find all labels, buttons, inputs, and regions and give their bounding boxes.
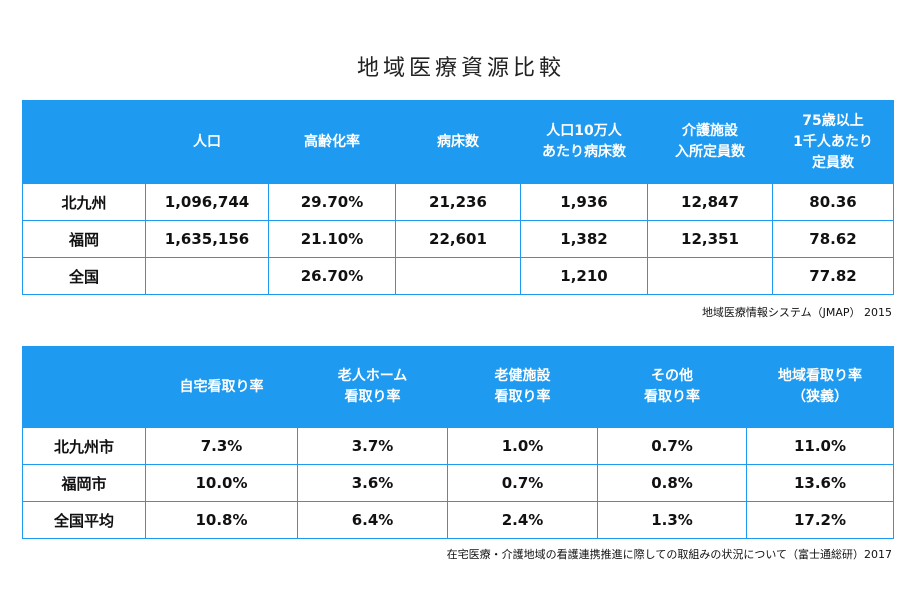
header-text: 看取り率 [344,389,401,405]
data-row: 福岡 1,635,156 21.10% 22,601 1,382 12,351 78.62 [22,220,894,258]
data-cell [647,257,773,295]
header-text: 看取り率 [494,389,551,405]
header-text: あたり病床数 [542,144,626,160]
header-cell: 地域看取り率 （狭義） [746,346,894,428]
header-cell: 老健施設 看取り率 [447,346,598,428]
data-cell: 77.82 [772,257,894,295]
data-cell: 10.8% [145,501,298,539]
header-cell: 介護施設 入所定員数 [647,100,773,184]
row-label: 北九州市 [22,427,146,465]
data-cell: 1,210 [520,257,648,295]
data-cell: 0.7% [597,427,747,465]
data-table: 人口 高齢化率 病床数 人口10万人 あたり病床数 介護施設 入所定員数 75歳以上 1千人あた… [22,100,894,295]
row-label: 福岡 [22,220,146,258]
data-cell: 3.6% [297,464,448,502]
header-text: 老健施設 [494,368,551,384]
header-cell: 自宅看取り率 [145,346,298,428]
header-text: 老人ホーム [337,368,408,384]
data-cell: 12,847 [647,183,773,221]
data-cell: 17.2% [746,501,894,539]
row-label: 福岡市 [22,464,146,502]
data-table: 自宅看取り率 老人ホーム 看取り率 老健施設 看取り率 その他 看取り率 地域看取り率 （狭義）… [22,346,894,539]
header-row: 人口 高齢化率 病床数 人口10万人 あたり病床数 介護施設 入所定員数 75歳以上 1千人あた… [22,100,894,184]
header-cell: 老人ホーム 看取り率 [297,346,448,428]
header-text: その他 [651,368,693,384]
row-label: 全国平均 [22,501,146,539]
header-cell: その他 看取り率 [597,346,747,428]
header-cell: 病床数 [395,100,521,184]
source-note: 地域医療情報システム（JMAP） 2015 [701,306,892,319]
data-cell: 1,635,156 [145,220,269,258]
data-cell: 6.4% [297,501,448,539]
header-text: （狭義） [792,389,848,405]
data-cell: 3.7% [297,427,448,465]
data-cell: 21.10% [268,220,396,258]
header-text: 75歳以上 [802,112,864,129]
header-cell: 75歳以上 1千人あたり 定員数 [772,100,894,184]
data-cell: 21,236 [395,183,521,221]
data-row: 福岡市 10.0% 3.6% 0.7% 0.8% 13.6% [22,464,894,502]
data-cell: 1.3% [597,501,747,539]
header-text: 看取り率 [644,389,700,405]
header-text: 定員数 [812,154,854,171]
header-row: 自宅看取り率 老人ホーム 看取り率 老健施設 看取り率 その他 看取り率 地域看取り率 （狭義） [22,346,894,428]
data-cell: 29.70% [268,183,396,221]
header-text: 人口10万人 [546,123,622,139]
data-row: 全国 26.70% 1,210 77.82 [22,257,894,295]
data-cell: 1,382 [520,220,648,258]
header-text: 高齢化率 [304,133,360,150]
data-cell: 2.4% [447,501,598,539]
header-text: 病床数 [437,133,479,150]
header-cell [22,100,146,184]
data-cell: 0.8% [597,464,747,502]
data-cell: 13.6% [746,464,894,502]
source-note: 在宅医療・介護地域の看護連携推進に際しての取組みの状況について（富士通総研）20… [446,548,892,561]
data-cell: 12,351 [647,220,773,258]
header-cell: 高齢化率 [268,100,396,184]
data-cell: 11.0% [746,427,894,465]
data-cell [395,257,521,295]
data-cell: 80.36 [772,183,894,221]
header-text: 人口 [193,133,221,150]
data-row: 北九州市 7.3% 3.7% 1.0% 0.7% 11.0% [22,427,894,465]
header-cell [22,346,146,428]
data-cell: 0.7% [447,464,598,502]
header-text: 1千人あたり [793,133,873,150]
data-row: 北九州 1,096,744 29.70% 21,236 1,936 12,847 80.36 [22,183,894,221]
header-cell: 人口 [145,100,269,184]
data-cell [145,257,269,295]
data-cell: 78.62 [772,220,894,258]
header-cell: 人口10万人 あたり病床数 [520,100,648,184]
header-text: 自宅看取り率 [179,378,264,395]
data-cell: 26.70% [268,257,396,295]
data-cell: 1.0% [447,427,598,465]
page-title: 地域医療資源比較 [356,56,565,81]
row-label: 全国 [22,257,146,295]
data-cell: 7.3% [145,427,298,465]
header-text: 介護施設 [682,123,738,139]
data-cell: 1,096,744 [145,183,269,221]
header-text: 入所定員数 [675,144,745,160]
row-label: 北九州 [22,183,146,221]
data-cell: 10.0% [145,464,298,502]
header-text: 地域看取り率 [778,368,862,384]
data-row: 全国平均 10.8% 6.4% 2.4% 1.3% 17.2% [22,501,894,539]
data-cell: 1,936 [520,183,648,221]
data-cell: 22,601 [395,220,521,258]
